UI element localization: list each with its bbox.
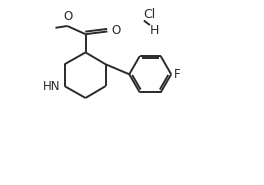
Text: O: O [111, 24, 121, 37]
Text: F: F [174, 68, 181, 81]
Text: Cl: Cl [143, 8, 155, 21]
Text: H: H [149, 24, 159, 37]
Text: HN: HN [43, 80, 60, 93]
Text: O: O [64, 10, 73, 23]
